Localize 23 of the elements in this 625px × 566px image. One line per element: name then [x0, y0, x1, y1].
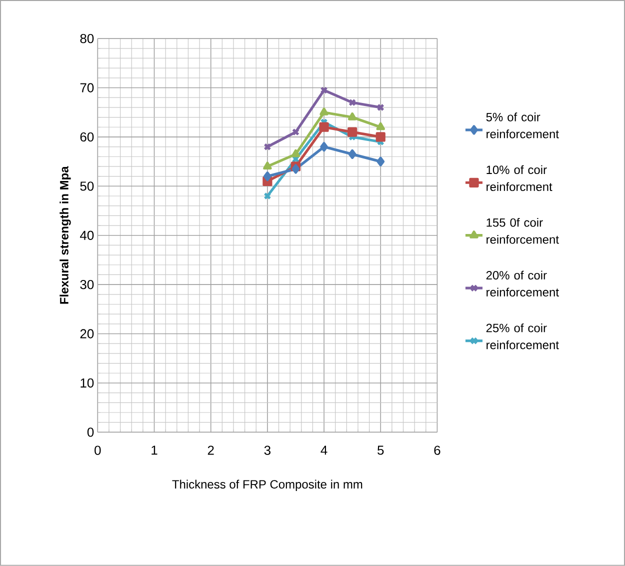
- x-axis-title: Thickness of FRP Composite in mm: [172, 480, 362, 491]
- legend-label: 155 0f coir reinforcement: [486, 218, 559, 244]
- y-tick-label: 10: [80, 378, 94, 388]
- legend-label: 20% of coir reinforcement: [486, 270, 559, 297]
- x-tick-label: 3: [264, 446, 270, 455]
- y-tick-label: 30: [80, 280, 94, 290]
- x-tick-label: 4: [320, 446, 328, 455]
- x-tick-label: 5: [378, 446, 384, 455]
- x-tick-label: 0: [94, 446, 101, 455]
- legend-label: 5% of coir reinforcement: [486, 112, 559, 138]
- y-tick-label: 70: [80, 83, 94, 92]
- legend-label: 10% of coir reinforcment: [486, 165, 552, 192]
- x-tick-label: 1: [152, 446, 158, 455]
- y-tick-label: 80: [80, 34, 94, 44]
- x-tick-label: 2: [208, 446, 214, 455]
- y-axis-title: Flexural strength in Mpa: [60, 166, 71, 304]
- y-tick-label: 40: [80, 230, 94, 240]
- y-tick-label: 20: [80, 329, 94, 338]
- y-tick-label: 60: [80, 132, 94, 142]
- legend-label: 25% of coir reinforcement: [486, 324, 559, 350]
- y-tick-label: 50: [80, 182, 94, 191]
- y-tick-label: 0: [87, 428, 94, 437]
- x-tick-label: 6: [434, 446, 440, 455]
